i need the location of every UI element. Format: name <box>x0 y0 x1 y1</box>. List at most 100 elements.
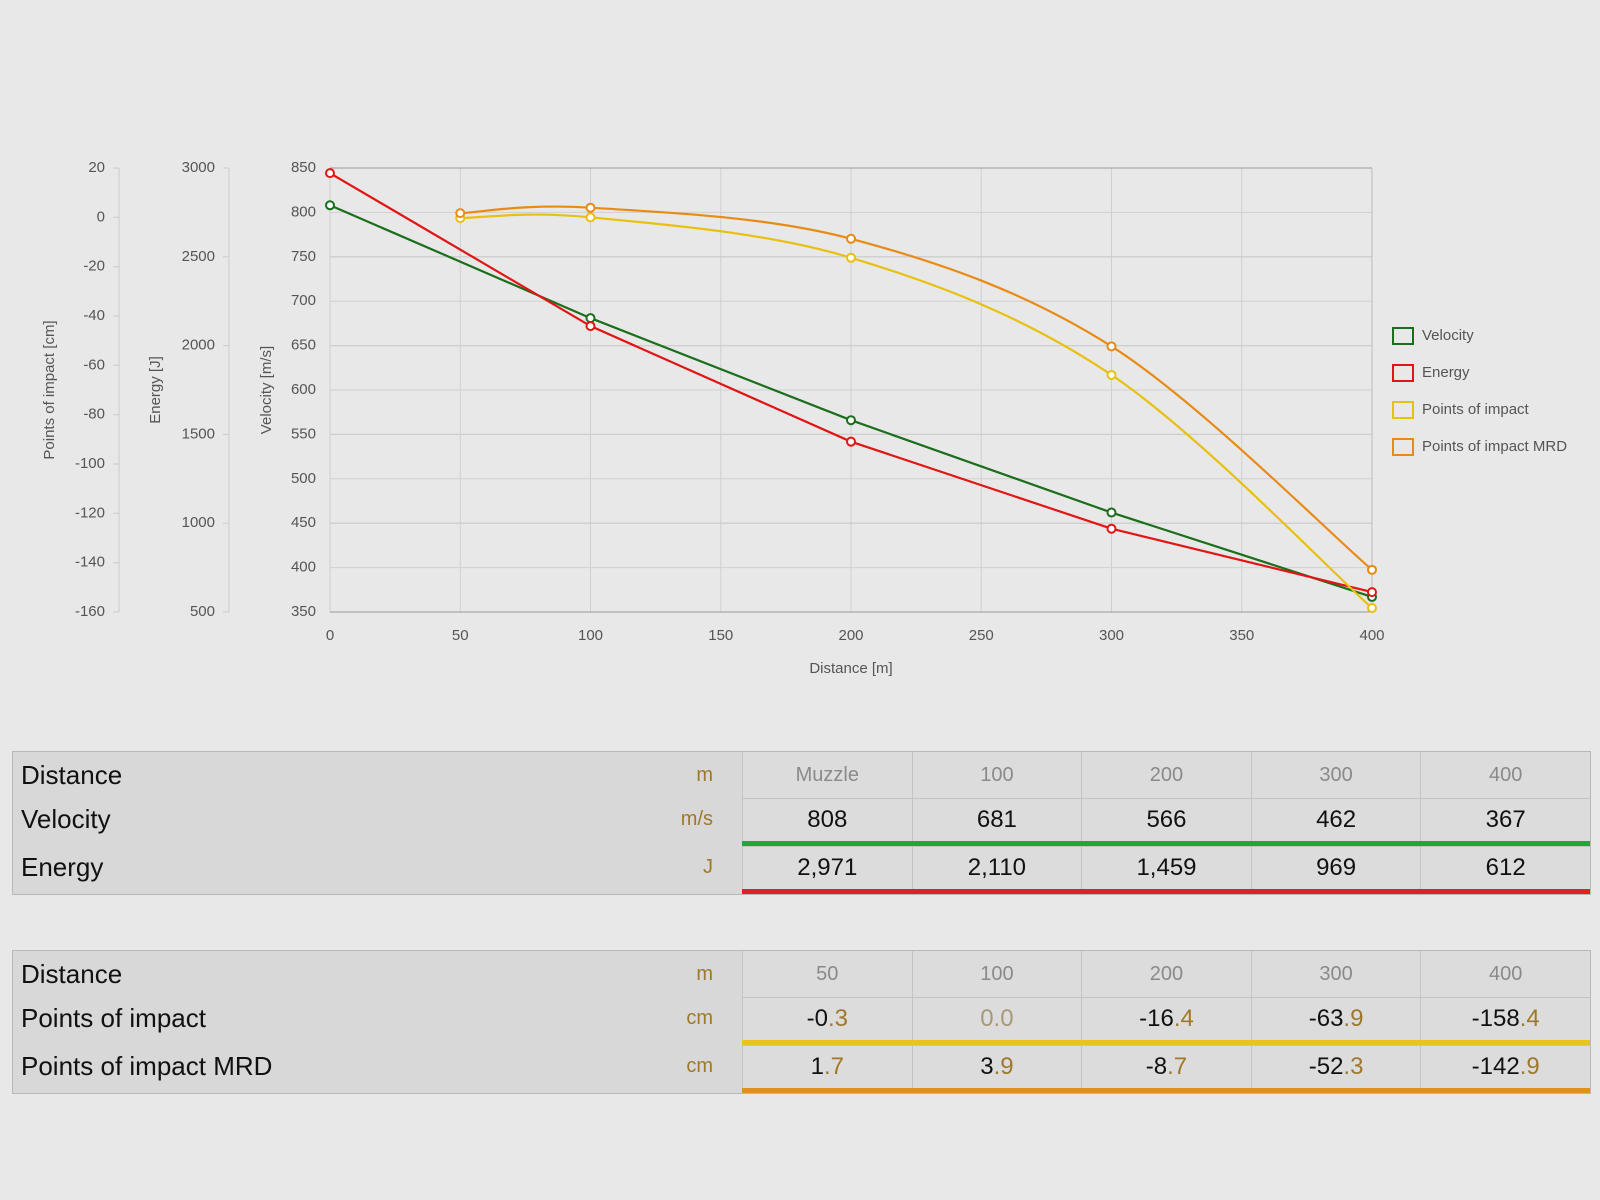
x-tick-label: 150 <box>708 627 733 644</box>
y-tick-label: 800 <box>291 203 316 220</box>
y3-tick-label: -20 <box>83 258 105 275</box>
value-cell: 0.0 <box>911 997 1082 1040</box>
y2-tick-label: 1500 <box>182 425 215 442</box>
x-tick-label: 400 <box>1359 627 1384 644</box>
data-point <box>846 415 856 426</box>
value-cell: 612 <box>1420 846 1590 889</box>
chart: Distance [m] Velocity [m/s] Energy [J] P… <box>41 159 1567 677</box>
value-cell: -0.3 <box>742 997 912 1040</box>
row-unit: J <box>703 856 713 878</box>
column-header: 400 <box>1420 752 1590 798</box>
column-header: 200 <box>1081 752 1251 798</box>
data-point <box>585 321 596 332</box>
decimal: .7 <box>1167 1053 1188 1080</box>
y3-tick-label: -80 <box>83 406 105 423</box>
legend-label: Points of impact MRD <box>1422 438 1567 455</box>
decimal: .3 <box>1343 1053 1364 1080</box>
row-color-bar <box>742 841 1590 846</box>
column-header: 100 <box>911 752 1082 798</box>
data-point <box>1106 507 1117 518</box>
y-tick-label: 850 <box>291 159 316 176</box>
y3-tick-label: 0 <box>97 208 105 225</box>
data-point <box>846 233 856 244</box>
y-tick-label: 450 <box>291 514 316 531</box>
data-point <box>1106 341 1117 352</box>
row-label: Distance <box>21 958 123 989</box>
row-unit: m/s <box>680 808 713 830</box>
row-label: Points of impact <box>21 1003 206 1033</box>
row-label: Energy <box>21 852 104 882</box>
decimal: .9 <box>1343 1005 1364 1032</box>
row-label: Points of impact MRD <box>21 1051 273 1081</box>
column-header: 200 <box>1081 951 1251 997</box>
legend-swatch <box>1392 327 1414 345</box>
y2-tick-label: 2000 <box>182 337 215 354</box>
decimal: .3 <box>827 1005 848 1032</box>
data-table: Distance m Muzzle 100 200 300 400 Velocity m/s 80… <box>12 751 1591 895</box>
row-label: Velocity <box>21 804 111 834</box>
x-axis-title: Distance [m] <box>809 660 892 677</box>
y3-tick-label: -40 <box>83 307 105 324</box>
row-unit: m <box>696 763 713 786</box>
y-tick-label: 350 <box>291 603 316 620</box>
y2-tick-label: 2500 <box>182 248 215 265</box>
value-cell: 2,971 <box>742 846 912 889</box>
y2-tick-label: 1000 <box>182 514 215 531</box>
x-tick-label: 100 <box>578 627 603 644</box>
legend-label: Velocity <box>1422 327 1474 344</box>
y-axis-title: Velocity [m/s] <box>258 346 275 434</box>
data-point <box>846 252 856 263</box>
data-table: Distance m 50 100 200 300 400 Points of impact c… <box>12 950 1591 1094</box>
legend-swatch <box>1392 438 1414 456</box>
value-cell: -8.7 <box>1081 1045 1251 1088</box>
x-tick-label: 200 <box>838 627 863 644</box>
value-cell: -142.9 <box>1420 1045 1590 1088</box>
data-point <box>1367 587 1377 598</box>
value-cell: 3.9 <box>911 1045 1082 1088</box>
value-cell: 969 <box>1250 846 1421 889</box>
value-cell: 808 <box>742 798 912 841</box>
y2-axis-title: Energy [J] <box>147 356 164 424</box>
row-unit: m <box>696 962 713 985</box>
value-cell: -52.3 <box>1250 1045 1421 1088</box>
column-header: Muzzle <box>742 752 912 798</box>
data-point <box>1367 564 1377 575</box>
row-unit: cm <box>686 1055 713 1077</box>
column-header: 100 <box>911 951 1082 997</box>
x-tick-label: 0 <box>326 627 334 644</box>
y-tick-label: 550 <box>291 425 316 442</box>
x-tick-label: 250 <box>969 627 994 644</box>
data-point <box>325 200 335 211</box>
decimal: .4 <box>1173 1005 1194 1032</box>
column-header: 50 <box>742 951 912 997</box>
x-tick-label: 350 <box>1229 627 1254 644</box>
data-point <box>455 208 466 219</box>
column-header: 400 <box>1420 951 1590 997</box>
value-cell: -63.9 <box>1250 997 1421 1040</box>
value-cell: 2,110 <box>911 846 1082 889</box>
data-point <box>325 168 335 179</box>
series-line <box>460 205 1373 571</box>
y3-tick-label: -60 <box>83 356 105 373</box>
data-point <box>1367 603 1377 614</box>
y-tick-label: 650 <box>291 337 316 354</box>
y2-tick-label: 500 <box>190 603 215 620</box>
y3-tick-label: -120 <box>75 504 105 521</box>
data-point <box>846 436 856 447</box>
data-point <box>585 212 596 223</box>
value-cell: 462 <box>1250 798 1421 841</box>
value-cell: 1,459 <box>1081 846 1251 889</box>
y3-tick-label: 20 <box>88 159 105 176</box>
decimal: .9 <box>1519 1053 1540 1080</box>
value-cell: -158.4 <box>1420 997 1590 1040</box>
legend-label: Points of impact <box>1422 401 1530 418</box>
decimal: .4 <box>1519 1005 1540 1032</box>
y3-tick-label: -160 <box>75 603 105 620</box>
y3-tick-label: -100 <box>75 455 105 472</box>
row-unit: cm <box>686 1007 713 1029</box>
y-tick-label: 400 <box>291 559 316 576</box>
x-tick-label: 300 <box>1099 627 1124 644</box>
row-color-bar <box>742 1088 1590 1093</box>
y2-tick-label: 3000 <box>182 159 215 176</box>
